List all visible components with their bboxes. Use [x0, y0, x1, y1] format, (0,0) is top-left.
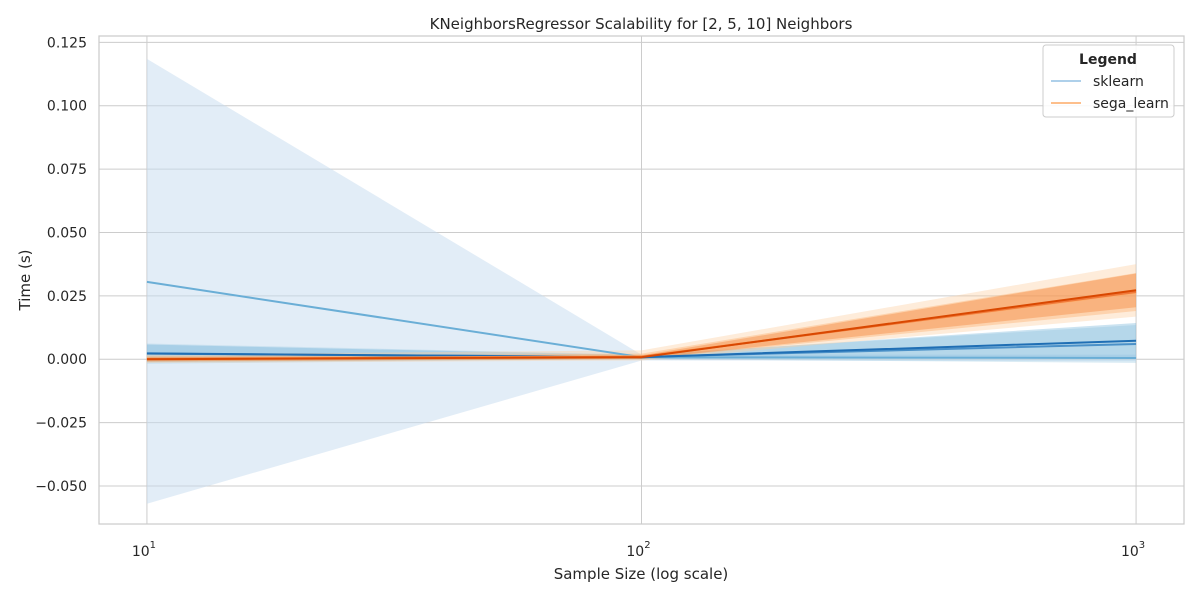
x-tick-label-2: 103: [1121, 540, 1145, 560]
x-tick-label-1: 102: [626, 540, 650, 560]
series-line-sega_learn-5: [146, 289, 1137, 361]
x-tick-label-0: 101: [132, 540, 156, 560]
confidence-band-sklearn-0: [146, 58, 1137, 504]
confidence-band-sklearn-2: [146, 322, 1137, 363]
chart-title: KNeighborsRegressor Scalability for [2, …: [430, 15, 853, 33]
y-tick-label-2: 0.000: [47, 352, 87, 368]
y-tick-label-3: 0.025: [47, 289, 87, 305]
x-axis-label: Sample Size (log scale): [554, 565, 729, 583]
legend: Legend sklearn sega_learn: [1042, 44, 1175, 118]
y-tick-label-0: −0.050: [35, 479, 87, 495]
y-tick-label-1: −0.025: [35, 416, 87, 432]
plot-frame: [98, 35, 1185, 525]
y-tick-label-5: 0.075: [47, 162, 87, 178]
confidence-band-sega_learn-3: [146, 264, 1137, 364]
confidence-band-sklearn-1: [146, 325, 1137, 364]
y-tick-label-7: 0.125: [47, 35, 87, 51]
legend-box: [1042, 44, 1175, 118]
y-tick-label-6: 0.100: [47, 99, 87, 115]
legend-label-sklearn: sklearn: [1093, 74, 1144, 90]
x-tick-labels: 101 102 103: [132, 540, 1145, 560]
y-axis-label: Time (s): [16, 250, 34, 312]
y-tick-label-4: 0.050: [47, 225, 87, 241]
legend-title: Legend: [1079, 52, 1137, 68]
y-tick-labels: −0.050 −0.025 0.000 0.025 0.050 0.075 0.100 0.1…: [35, 35, 87, 495]
line-layer: [146, 280, 1137, 361]
legend-label-sega-learn: sega_learn: [1093, 96, 1169, 112]
